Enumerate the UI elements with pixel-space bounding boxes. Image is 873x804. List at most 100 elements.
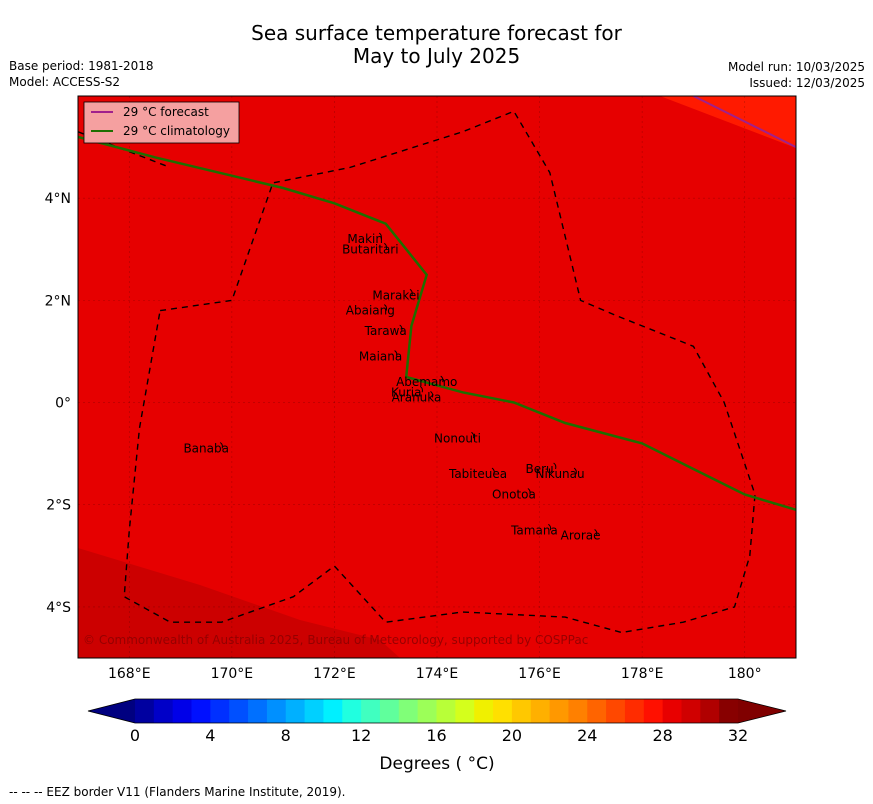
latitude-tick-label: 0°	[55, 396, 71, 412]
island-label: Nonouti	[434, 431, 481, 445]
longitude-tick-label: 176°E	[518, 666, 561, 682]
colorbar-segment	[361, 699, 381, 723]
title-line-2: May to July 2025	[352, 44, 521, 68]
island-outline	[491, 467, 495, 475]
map-frame	[77, 95, 797, 659]
colorbar-label: Degrees ( °C)	[379, 754, 494, 774]
island-outline	[378, 232, 382, 240]
island-label: Abemamo	[396, 375, 457, 389]
island-outline	[430, 390, 434, 398]
colorbar-segment	[606, 699, 626, 723]
island-label: Banaba	[183, 442, 229, 456]
colorbar-tick-label: 0	[130, 726, 140, 745]
base-period-text: Base period: 1981-2018	[9, 59, 154, 73]
island-label: Beru	[525, 462, 553, 476]
warm-region-northeast	[660, 96, 796, 148]
colorbar-segment	[379, 699, 400, 723]
colorbar-segment	[191, 699, 211, 723]
colorbar	[87, 698, 787, 724]
colorbar-segment	[172, 699, 192, 723]
island-outline	[384, 304, 388, 311]
island-label: Onotoa	[492, 488, 536, 502]
meta-left: Base period: 1981-2018 Model: ACCESS-S2	[9, 58, 154, 90]
island-label: Marakei	[372, 288, 419, 302]
island-label: Kuria	[391, 385, 422, 399]
colorbar-segment	[493, 699, 513, 723]
colorbar-outline	[87, 698, 787, 724]
island-label: Butaritari	[342, 242, 399, 256]
latitude-tick-label: 2°N	[45, 293, 71, 309]
colorbar-tick-label: 12	[351, 726, 371, 745]
latitude-tick-labels: 4°N 2°N 0° 2°S 4°S	[45, 191, 72, 616]
colorbar-tick-label: 20	[502, 726, 522, 745]
island-label: Aranuka	[392, 390, 442, 404]
model-text: Model: ACCESS-S2	[9, 75, 121, 89]
colorbar-segment	[304, 699, 324, 723]
colorbar-segment	[436, 699, 456, 723]
island-outline	[219, 442, 223, 449]
colorbar-segment	[248, 699, 268, 723]
colorbar-under-arrow	[88, 699, 135, 723]
longitude-tick-label: 178°E	[621, 666, 664, 682]
colorbar-segment	[681, 699, 701, 723]
latitude-tick-label: 2°S	[46, 498, 71, 514]
colorbar-tick-label: 32	[728, 726, 748, 745]
colorbar-segment	[398, 699, 419, 723]
island-outline	[527, 488, 531, 495]
issued-text: Issued: 12/03/2025	[749, 76, 865, 90]
meta-right: Model run: 10/03/2025 Issued: 12/03/2025	[728, 59, 865, 91]
island-label: Arorae	[561, 528, 601, 542]
colorbar-tick-labels: 0 4 8 12 16 20 24 28 32	[130, 726, 748, 745]
colorbar-segment	[153, 699, 174, 723]
colorbar-segment	[719, 699, 739, 723]
colorbar-segment	[342, 699, 362, 723]
island-outline	[573, 467, 577, 475]
climatology-isotherm-line	[78, 135, 796, 511]
colorbar-segment	[624, 699, 645, 723]
legend-box	[83, 101, 240, 144]
legend-forecast-label: 29 °C forecast	[123, 105, 209, 119]
colorbar-segment	[210, 699, 230, 723]
island-label: Tarawa	[364, 324, 407, 338]
colorbar-over-arrow	[738, 699, 786, 723]
colorbar-segment	[568, 699, 588, 723]
eez-border	[123, 110, 756, 634]
cool-region-southwest	[78, 548, 400, 658]
colorbar-segment	[643, 699, 664, 723]
longitude-tick-label: 172°E	[313, 666, 356, 682]
colorbar-segment	[530, 699, 550, 723]
island-label: Makin	[347, 232, 383, 246]
island-outline	[394, 350, 398, 357]
copyright-text: © Commonwealth of Australia 2025, Bureau…	[83, 633, 588, 647]
colorbar-tick-label: 24	[577, 726, 597, 745]
colorbar-tick-label: 4	[205, 726, 215, 745]
island-label: Nikunau	[536, 467, 585, 481]
island-outline	[553, 462, 557, 470]
latitude-tick-label: 4°N	[45, 191, 71, 207]
colorbar-tick-label: 16	[426, 726, 446, 745]
longitude-tick-label: 168°E	[108, 666, 151, 682]
colorbar-segment	[323, 699, 343, 723]
map-legend: 29 °C forecast 29 °C climatology	[83, 101, 240, 144]
island-outline	[419, 385, 423, 393]
colorbar-segment	[662, 699, 682, 723]
island-outline	[384, 242, 388, 250]
island-outline	[471, 431, 475, 439]
island-outline	[440, 375, 444, 383]
title-line-1: Sea surface temperature forecast for	[251, 21, 622, 45]
island-outline	[594, 528, 598, 536]
latitude-tick-label: 4°S	[46, 600, 71, 616]
eez-footnote: -- -- -- EEZ border V11 (Flanders Marine…	[9, 785, 346, 799]
island-label: Tamana	[510, 523, 558, 537]
legend-climatology-label: 29 °C climatology	[123, 124, 230, 138]
colorbar-segment	[474, 699, 494, 723]
longitude-tick-label: 180°	[728, 666, 762, 682]
model-run-text: Model run: 10/03/2025	[727, 60, 865, 74]
colorbar-segment	[455, 699, 475, 723]
forecast-isotherm-line	[692, 96, 796, 148]
island-outline	[409, 288, 413, 296]
colorbar-segment	[285, 699, 305, 723]
sst-field-background	[78, 96, 796, 658]
